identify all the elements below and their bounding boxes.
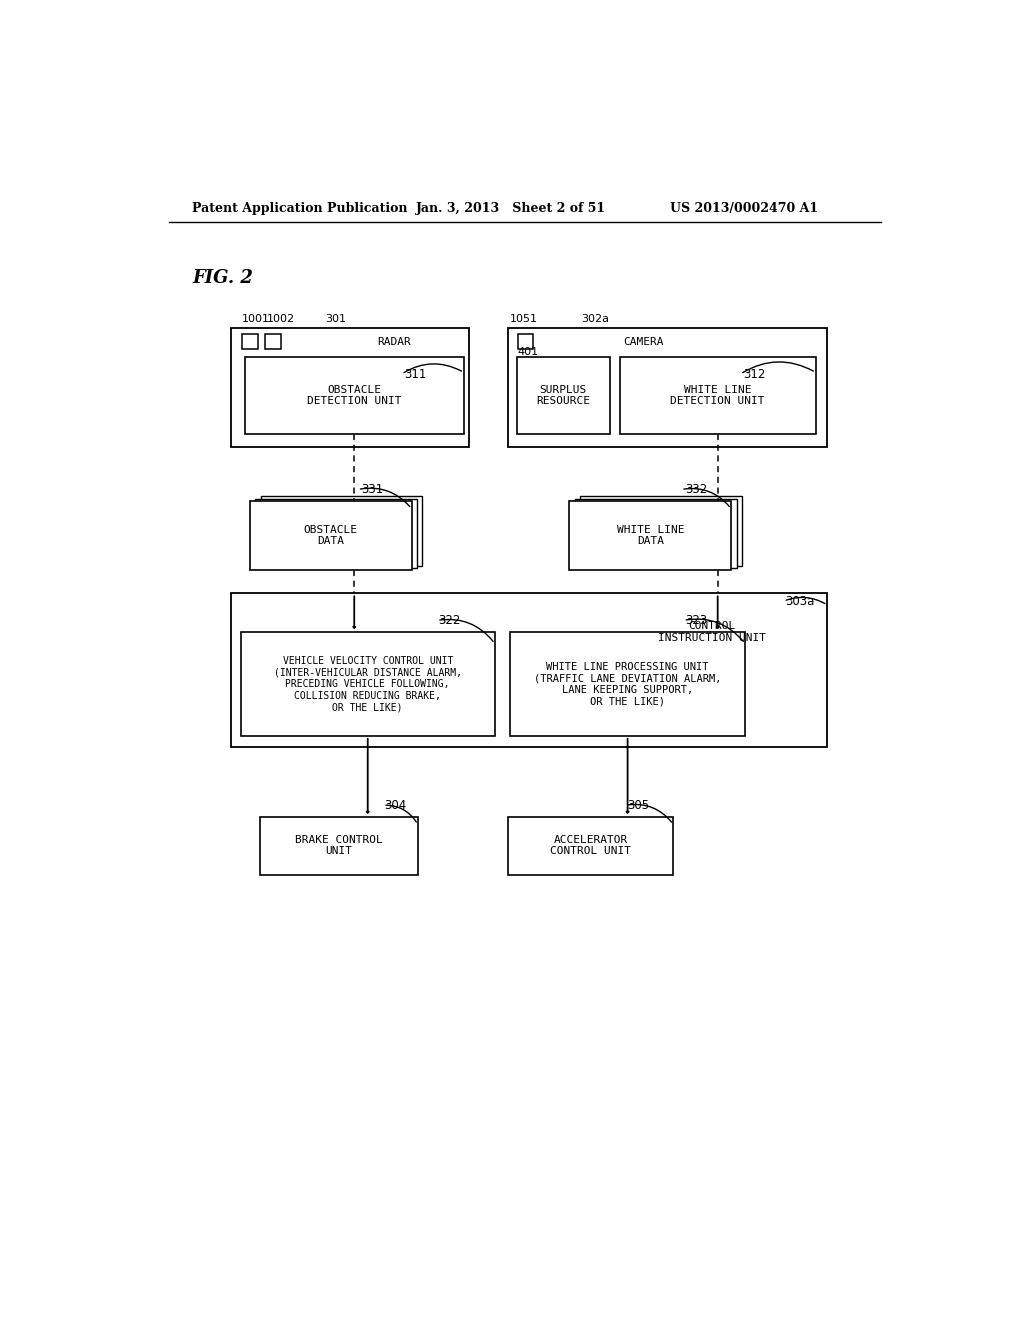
Bar [620, 358, 816, 434]
Bar [265, 334, 281, 350]
Text: VEHICLE VELOCITY CONTROL UNIT
(INTER-VEHICULAR DISTANCE ALARM,
PRECEDING VEHICLE: VEHICLE VELOCITY CONTROL UNIT (INTER-VEH… [273, 656, 462, 711]
Bar [250, 502, 412, 570]
Bar [255, 499, 417, 568]
Text: RADAR: RADAR [377, 337, 411, 347]
Text: 401: 401 [518, 347, 539, 358]
Text: Patent Application Publication: Patent Application Publication [193, 202, 408, 215]
Text: US 2013/0002470 A1: US 2013/0002470 A1 [670, 202, 818, 215]
Text: SURPLUS
RESOURCE: SURPLUS RESOURCE [537, 384, 590, 407]
Text: Jan. 3, 2013   Sheet 2 of 51: Jan. 3, 2013 Sheet 2 of 51 [416, 202, 605, 215]
Text: 332: 332 [685, 483, 708, 496]
Text: 323: 323 [685, 614, 708, 627]
Text: FIG. 2: FIG. 2 [193, 269, 253, 286]
Text: ACCELERATOR
CONTROL UNIT: ACCELERATOR CONTROL UNIT [550, 834, 631, 857]
Text: 311: 311 [403, 367, 426, 380]
Bar [581, 496, 742, 566]
Text: 331: 331 [361, 483, 384, 496]
Bar [508, 817, 674, 875]
Bar [569, 502, 731, 570]
Text: WHITE LINE
DATA: WHITE LINE DATA [616, 525, 684, 546]
Text: OBSTACLE
DATA: OBSTACLE DATA [304, 525, 357, 546]
Bar [241, 632, 495, 737]
Bar [230, 594, 827, 747]
Bar [230, 327, 469, 447]
Text: OBSTACLE
DETECTION UNIT: OBSTACLE DETECTION UNIT [307, 384, 401, 407]
Text: 1002: 1002 [267, 314, 295, 323]
Text: 303a: 303a [785, 594, 814, 607]
Text: WHITE LINE
DETECTION UNIT: WHITE LINE DETECTION UNIT [671, 384, 765, 407]
Text: BRAKE CONTROL
UNIT: BRAKE CONTROL UNIT [295, 834, 383, 857]
Text: CAMERA: CAMERA [624, 337, 664, 347]
Bar [517, 358, 609, 434]
Bar [574, 499, 736, 568]
Text: 305: 305 [628, 799, 649, 812]
Bar [260, 817, 418, 875]
Bar [518, 334, 534, 350]
Text: 322: 322 [438, 614, 461, 627]
Text: 1001: 1001 [243, 314, 270, 323]
Text: 1051: 1051 [510, 314, 539, 323]
Bar [261, 496, 422, 566]
Text: 301: 301 [326, 314, 346, 323]
Bar [243, 334, 258, 350]
Text: WHITE LINE PROCESSING UNIT
(TRAFFIC LANE DEVIATION ALARM,
LANE KEEPING SUPPORT,
: WHITE LINE PROCESSING UNIT (TRAFFIC LANE… [534, 661, 721, 706]
Text: 304: 304 [385, 799, 407, 812]
Bar [245, 358, 464, 434]
Text: 302a: 302a [581, 314, 609, 323]
Bar [508, 327, 827, 447]
Bar [510, 632, 745, 737]
Text: 312: 312 [742, 367, 765, 380]
Text: CONTROL
INSTRUCTION UNIT: CONTROL INSTRUCTION UNIT [657, 622, 766, 643]
